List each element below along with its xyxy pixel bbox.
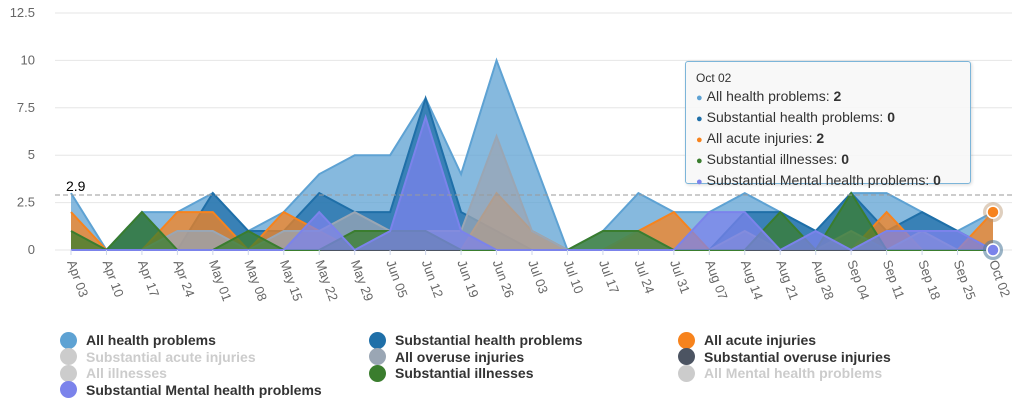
legend-label: Substantial acute injuries — [86, 348, 256, 365]
legend-swatch-icon — [60, 364, 77, 382]
legend-column-1: All health problems Substantial acute inj… — [60, 331, 322, 399]
x-tick-label: Jul 10 — [561, 258, 587, 296]
x-tick-label: Apr 24 — [171, 258, 198, 299]
tooltip-row: ● Substantial Mental health problems: 0 — [696, 171, 960, 192]
series-dot-icon: ● — [696, 113, 703, 125]
x-tick-label: Jun 05 — [383, 258, 410, 300]
x-tick-label: Jul 03 — [525, 258, 551, 296]
x-tick-label: Aug 14 — [738, 258, 766, 302]
tooltip-label: Substantial health problems: — [706, 109, 888, 125]
legend-item[interactable]: Substantial health problems — [369, 331, 583, 349]
y-tick-label: 5 — [28, 147, 35, 162]
tooltip-rows: ● All health problems: 2 ● Substantial heal… — [696, 87, 960, 192]
legend-item[interactable]: Substantial acute injuries — [60, 348, 322, 366]
tooltip-label: Substantial Mental health problems: — [706, 172, 934, 188]
legend-swatch-icon — [60, 381, 77, 399]
legend-label: Substantial illnesses — [395, 365, 534, 382]
x-tick-label: Jun 12 — [419, 258, 446, 300]
legend-item[interactable]: Substantial Mental health problems — [60, 381, 322, 399]
series-dot-icon: ● — [696, 134, 703, 146]
x-axis: Apr 03 Apr 10 Apr 17 Apr 24 May 01 May 08 May … — [64, 250, 1013, 303]
x-tick-label: Jun 19 — [454, 258, 481, 300]
legend-label: All Mental health problems — [704, 365, 883, 382]
x-tick-label: Sep 25 — [951, 258, 979, 302]
legend-item[interactable]: All acute injuries — [678, 331, 891, 349]
threshold-line-group: 2.9 — [55, 178, 1012, 196]
legend-column-2: Substantial health problems All overuse i… — [369, 331, 583, 382]
legend-label: All health problems — [86, 332, 216, 349]
y-axis: 0 2.5 5 7.5 10 12.5 — [10, 5, 35, 257]
tooltip-value: 2 — [833, 88, 842, 104]
x-tick-label: Aug 07 — [702, 258, 730, 302]
legend-swatch-icon — [60, 331, 77, 349]
y-tick-label: 12.5 — [10, 5, 35, 20]
x-tick-label: Aug 21 — [773, 258, 801, 302]
x-tick-label: Apr 17 — [135, 258, 162, 299]
x-tick-label: May 22 — [312, 258, 341, 303]
legend-swatch-icon — [369, 331, 386, 349]
x-tick-label: Sep 18 — [915, 258, 943, 302]
x-tick-label: Sep 11 — [880, 258, 908, 301]
series-dot-icon: ● — [696, 92, 703, 104]
legend-label: Substantial overuse injuries — [704, 348, 891, 365]
threshold-label: 2.9 — [66, 178, 86, 194]
hover-markers — [983, 202, 1003, 260]
x-tick-label: May 29 — [348, 258, 377, 303]
series-areas — [70, 57, 994, 252]
x-tick-label: May 15 — [277, 258, 306, 303]
series-dot-icon: ● — [696, 176, 703, 188]
legend-label: All acute injuries — [704, 332, 817, 349]
tooltip-title: Oct 02 — [696, 71, 732, 85]
x-tick-label: Jun 26 — [490, 258, 517, 300]
x-tick-label: Apr 10 — [100, 258, 127, 299]
data-point-marker[interactable] — [986, 205, 1000, 219]
x-tick-label: Jul 31 — [667, 258, 693, 296]
tooltip-value: 0 — [933, 172, 941, 188]
x-tick-label: Sep 04 — [844, 258, 872, 302]
x-tick-label: Jul 17 — [596, 258, 622, 296]
x-tick-label: May 08 — [241, 258, 270, 303]
x-tick-label: Aug 28 — [809, 258, 837, 302]
x-tick-label: Oct 02 — [986, 258, 1013, 299]
legend-item[interactable]: Substantial overuse injuries — [678, 348, 891, 366]
y-tick-label: 0 — [28, 242, 35, 257]
legend-swatch-icon — [678, 364, 695, 382]
tooltip-row: ● All health problems: 2 — [696, 87, 960, 108]
tooltip-row: ● Substantial illnesses: 0 — [696, 150, 960, 171]
legend-label: Substantial health problems — [395, 332, 583, 349]
legend-item[interactable]: Substantial illnesses — [369, 364, 582, 382]
tooltip-row: ● All acute injuries: 2 — [696, 129, 960, 150]
legend-swatch-icon — [369, 348, 386, 366]
tooltip-value: 0 — [841, 151, 850, 167]
legend-swatch-icon — [60, 348, 77, 366]
legend-column-3: All acute injuries Substantial overuse in… — [678, 331, 891, 382]
legend-item[interactable]: All overuse injuries — [369, 348, 582, 366]
legend-swatch-icon — [678, 331, 695, 349]
tooltip: Oct 02 ● All health problems: 2 ● Substanti… — [685, 61, 971, 188]
legend-item[interactable]: All Mental health problems — [678, 364, 891, 382]
y-tick-label: 7.5 — [17, 100, 35, 115]
legend-swatch-icon — [678, 348, 695, 366]
tooltip-value: 0 — [887, 109, 896, 125]
legend-label: Substantial Mental health problems — [86, 381, 322, 398]
tooltip-row: ● Substantial health problems: 0 — [696, 108, 960, 129]
y-tick-label: 10 — [21, 52, 35, 67]
y-tick-label: 2.5 — [17, 195, 35, 210]
legend-label: All overuse injuries — [395, 348, 525, 365]
data-point-marker[interactable] — [986, 243, 1000, 257]
x-tick-label: Apr 03 — [64, 258, 91, 299]
legend-swatch-icon — [369, 364, 386, 382]
tooltip-label: All health problems: — [706, 88, 834, 104]
tooltip-value: 2 — [816, 130, 825, 146]
legend-item[interactable]: All health problems — [60, 331, 322, 349]
series-area — [71, 117, 993, 250]
legend-label: All illnesses — [86, 365, 167, 382]
tooltip-label: All acute injuries: — [706, 130, 817, 146]
series-dot-icon: ● — [696, 155, 703, 167]
legend-item[interactable]: All illnesses — [60, 364, 322, 382]
tooltip-label: Substantial illnesses: — [706, 151, 842, 167]
x-tick-label: Jul 24 — [632, 258, 658, 296]
x-tick-label: May 01 — [206, 258, 235, 303]
